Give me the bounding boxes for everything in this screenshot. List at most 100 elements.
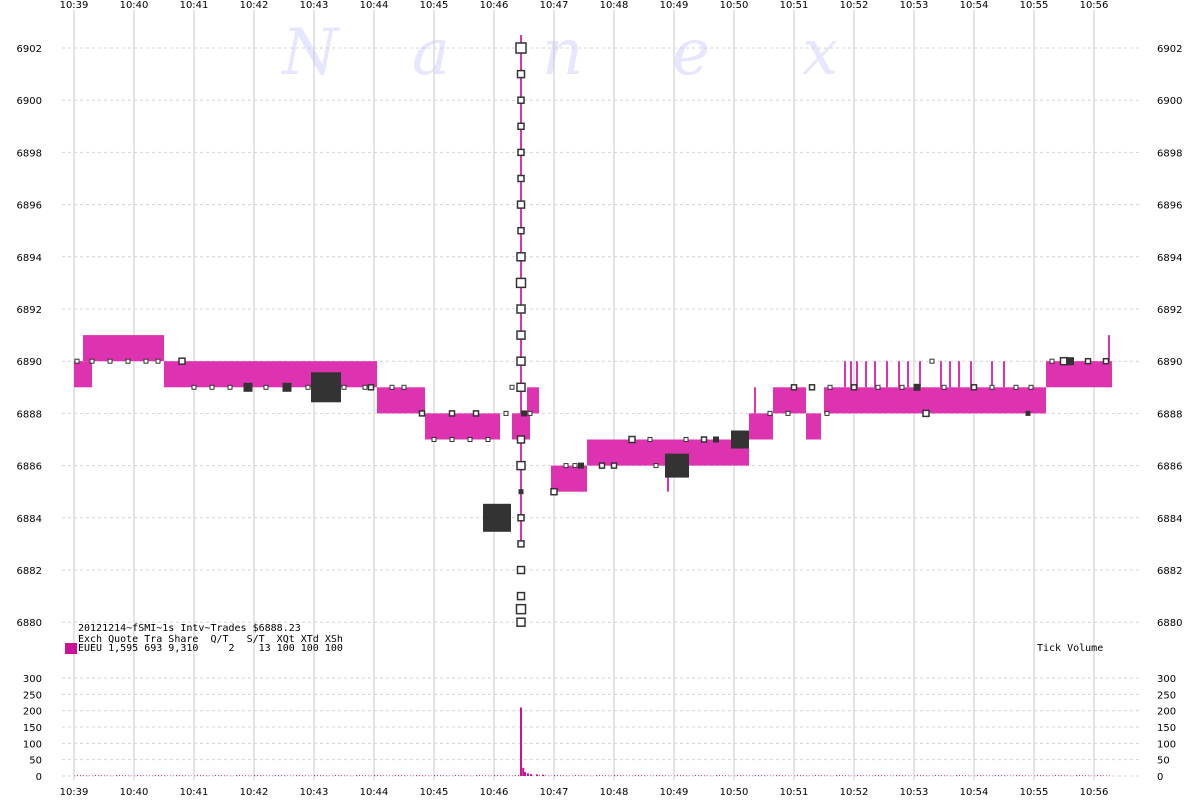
quote-band <box>773 387 806 414</box>
volume-bar <box>1097 775 1098 776</box>
quote-band <box>551 465 587 492</box>
trade-marker <box>107 358 113 364</box>
volume-tick-label: 50 <box>1157 756 1170 767</box>
volume-bar <box>704 775 705 776</box>
y-axis-right-labels: 6880 6882 6884 6886 6888 6890 6892 6894 6896 6898… <box>1157 44 1182 629</box>
volume-bar <box>635 775 636 776</box>
volume-bar <box>386 775 387 776</box>
quote-band <box>83 335 164 362</box>
volume-bar <box>965 775 966 776</box>
volume-bar <box>614 775 615 776</box>
volume-bar <box>275 775 276 776</box>
trade-marker <box>227 384 233 390</box>
volume-bar <box>158 775 159 776</box>
volume-bar <box>935 775 936 776</box>
tick-volume-label: Tick Volume <box>1037 643 1104 654</box>
volume-bar <box>866 775 867 776</box>
trade-marker <box>517 122 525 131</box>
volume-bar <box>839 775 840 776</box>
volume-tick-label: 200 <box>1157 707 1176 718</box>
trade-marker <box>516 330 526 340</box>
volume-bar <box>137 775 138 776</box>
volume-tick-label: 150 <box>1157 723 1176 734</box>
volume-bar <box>167 775 168 776</box>
trade-marker <box>516 435 526 444</box>
volume-bar <box>1007 775 1008 776</box>
y-axis-left-labels: 6880 6882 6884 6886 6888 6890 6892 6894 6896 6898… <box>17 44 42 629</box>
x-tick-label: 10:49 <box>660 0 689 11</box>
trade-marker <box>74 358 80 364</box>
y-tick-label: 6892 <box>1157 305 1182 316</box>
volume-bar <box>926 775 927 776</box>
trade-marker <box>515 42 527 54</box>
volume-bar <box>1037 775 1038 776</box>
volume-bar <box>1022 775 1023 776</box>
volume-bar <box>281 775 282 776</box>
trade-marker <box>941 384 947 390</box>
volume-bar <box>326 775 327 776</box>
trade-marker <box>850 384 858 391</box>
x-tick-label: 10:39 <box>60 0 89 11</box>
volume-bar <box>860 775 861 776</box>
quote-band <box>1046 361 1112 388</box>
info-title: 20121214~fSMI~1s Intv~Trades $6888.23 <box>78 623 301 634</box>
volume-bar <box>545 775 546 776</box>
volume-bar <box>1106 775 1107 776</box>
volume-bar <box>494 775 495 776</box>
volume-bar <box>224 775 225 776</box>
volume-bar <box>776 775 777 776</box>
volume-bar <box>404 775 405 776</box>
volume-bar <box>344 775 345 776</box>
volume-tick-label: 100 <box>23 739 42 750</box>
y-tick-label: 6886 <box>17 462 42 473</box>
volume-bar <box>716 775 717 776</box>
y-tick-label: 6882 <box>1157 566 1182 577</box>
x-tick-label: 10:49 <box>660 787 689 798</box>
volume-bar <box>428 775 429 776</box>
volume-tick-label: 250 <box>1157 690 1176 701</box>
volume-bar <box>260 775 261 776</box>
trade-marker <box>790 384 798 391</box>
quote-band <box>1007 387 1046 414</box>
trade-marker <box>485 437 491 442</box>
trade-marker <box>665 453 689 478</box>
volume-bar <box>908 775 909 776</box>
volume-bar <box>737 775 738 776</box>
quote-band <box>824 387 884 414</box>
volume-bar <box>827 775 828 776</box>
y-tick-label: 6890 <box>17 357 42 368</box>
volume-bar <box>446 775 447 776</box>
volume-bar <box>605 775 606 776</box>
volume-tick-label: 300 <box>1157 674 1176 685</box>
volume-bar <box>986 775 987 776</box>
y-tick-label: 6884 <box>1157 514 1182 525</box>
y-tick-label: 6898 <box>1157 148 1182 159</box>
trade-marker <box>431 437 437 442</box>
volume-bar <box>608 775 609 776</box>
volume-bar <box>122 775 123 776</box>
volume-bar <box>101 775 102 776</box>
x-tick-label: 10:50 <box>720 0 749 11</box>
volume-bar <box>434 775 435 776</box>
trade-marker <box>899 384 905 390</box>
volume-bar <box>758 775 759 776</box>
volume-bar <box>620 775 621 776</box>
y-tick-label: 6886 <box>1157 462 1182 473</box>
volume-bar <box>1001 775 1002 776</box>
volume-bar <box>440 775 441 776</box>
volume-bar <box>95 775 96 776</box>
volume-bar <box>455 775 456 776</box>
volume-bar <box>596 775 597 776</box>
trade-marker <box>516 565 526 575</box>
trade-marker <box>767 410 773 416</box>
volume-bar <box>902 775 903 776</box>
volume-bar <box>482 775 483 776</box>
y-tick-label: 6896 <box>17 201 42 212</box>
x-tick-label: 10:45 <box>420 787 449 798</box>
volume-bar <box>617 775 618 776</box>
volume-bar <box>1055 775 1056 776</box>
volume-bar <box>530 774 532 776</box>
trade-marker <box>341 384 347 390</box>
trade-marker <box>517 540 525 548</box>
